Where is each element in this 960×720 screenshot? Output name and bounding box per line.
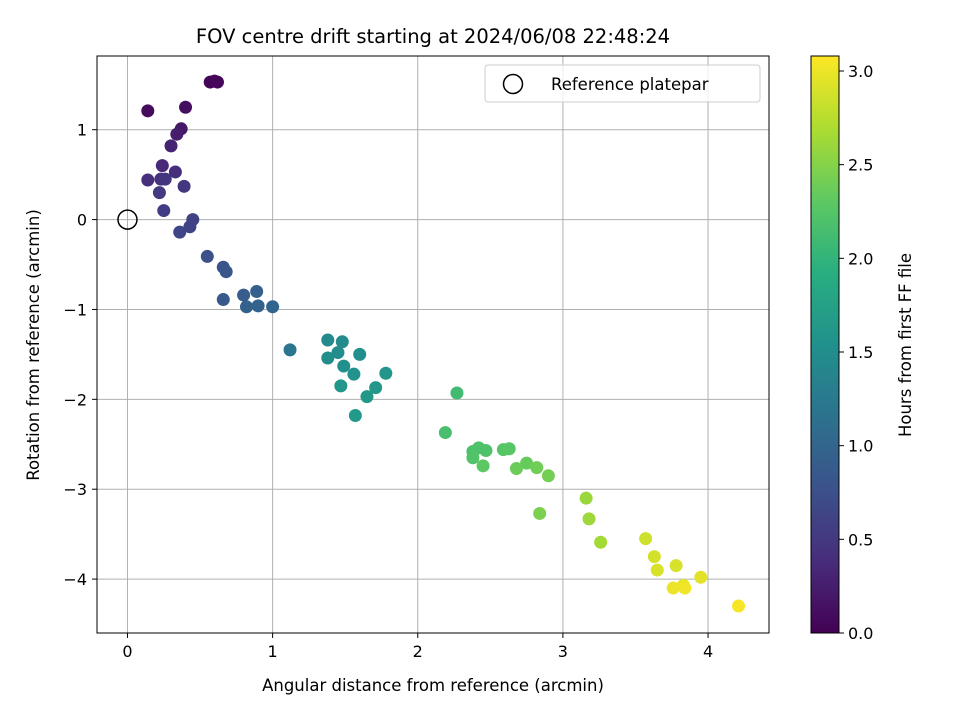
data-point xyxy=(177,179,191,193)
data-point xyxy=(502,442,516,456)
data-point xyxy=(666,581,680,595)
data-point xyxy=(158,172,172,186)
data-point xyxy=(141,104,155,118)
data-point xyxy=(266,300,280,314)
colorbar-ticks: 0.0 0.5 1.0 1.5 2.0 2.5 3.0 xyxy=(839,62,873,643)
data-point xyxy=(520,456,534,470)
data-point xyxy=(530,461,544,475)
data-point xyxy=(476,459,490,473)
plot-area xyxy=(97,56,769,633)
colorbar-frame xyxy=(810,55,840,634)
data-points xyxy=(141,74,746,613)
data-point xyxy=(334,379,348,393)
plot-frame xyxy=(96,55,770,634)
data-point xyxy=(650,563,664,577)
data-point xyxy=(152,186,166,200)
data-point xyxy=(216,293,230,307)
data-point xyxy=(466,451,480,465)
legend-marker-icon xyxy=(502,73,524,95)
data-point xyxy=(179,100,193,114)
data-point xyxy=(669,559,683,573)
x-tick-label: 0 xyxy=(122,642,132,661)
data-point xyxy=(183,220,197,234)
data-point xyxy=(694,570,708,584)
y-tick-label: 0 xyxy=(77,211,87,230)
grid-lines xyxy=(97,56,769,633)
data-point xyxy=(647,550,661,564)
y-tick-label: −1 xyxy=(63,300,87,319)
data-point xyxy=(321,351,335,365)
colorbar-tick-label: 3.0 xyxy=(848,62,873,81)
data-point xyxy=(164,139,178,153)
colorbar-tick-label: 1.5 xyxy=(848,343,873,362)
colorbar-tick-label: 0.5 xyxy=(848,530,873,549)
legend: Reference platepar xyxy=(484,64,761,103)
x-tick-label: 1 xyxy=(268,642,278,661)
y-axis-label: Rotation from reference (arcmin) xyxy=(24,209,43,481)
data-point xyxy=(541,469,555,483)
reference-point-marker xyxy=(117,209,138,230)
data-point xyxy=(168,165,182,179)
data-point xyxy=(438,426,452,440)
x-tick-label: 3 xyxy=(558,642,568,661)
colorbar-tick-label: 1.0 xyxy=(848,437,873,456)
data-point xyxy=(335,335,349,349)
y-tick-label: −4 xyxy=(63,570,87,589)
legend-box xyxy=(484,64,761,103)
colorbar-label: Hours from first FF file xyxy=(896,253,915,437)
data-point xyxy=(141,173,155,187)
data-point xyxy=(594,535,608,549)
data-point xyxy=(155,159,169,173)
data-point xyxy=(353,347,367,361)
data-point xyxy=(732,599,746,613)
x-axis-ticks: 0 1 2 3 4 xyxy=(122,633,713,661)
data-point xyxy=(157,204,171,218)
data-point xyxy=(347,367,361,381)
data-point xyxy=(337,359,351,373)
data-point xyxy=(251,299,265,313)
data-point xyxy=(379,366,393,380)
data-point xyxy=(239,300,253,314)
data-point xyxy=(210,75,224,89)
colorbar: 0.0 0.5 1.0 1.5 2.0 2.5 3.0 Hours from first F… xyxy=(810,55,915,643)
data-point xyxy=(450,386,464,400)
data-point xyxy=(582,512,596,526)
y-tick-label: −2 xyxy=(63,390,87,409)
data-point xyxy=(533,506,547,520)
data-point xyxy=(200,249,214,263)
y-tick-label: 1 xyxy=(77,121,87,140)
legend-entry-reference-platepar: Reference platepar xyxy=(551,75,709,94)
x-tick-label: 4 xyxy=(703,642,713,661)
data-point xyxy=(331,346,345,360)
data-point xyxy=(237,288,251,302)
colorbar-tick-label: 2.0 xyxy=(848,249,873,268)
data-point xyxy=(509,462,523,476)
data-point xyxy=(639,532,653,546)
data-point xyxy=(283,343,297,357)
data-point xyxy=(170,127,184,141)
colorbar-gradient xyxy=(811,56,839,633)
data-point xyxy=(579,491,593,505)
data-point xyxy=(369,381,383,395)
colorbar-tick-label: 0.0 xyxy=(848,624,873,643)
data-point xyxy=(250,284,264,298)
x-axis-label: Angular distance from reference (arcmin) xyxy=(262,676,604,695)
data-point xyxy=(173,225,187,239)
y-axis-ticks: 1 0 −1 −2 −3 −4 xyxy=(63,121,97,589)
y-tick-label: −3 xyxy=(63,480,87,499)
data-point xyxy=(348,409,362,423)
data-point xyxy=(479,444,493,458)
data-point xyxy=(219,265,233,279)
data-point xyxy=(360,390,374,404)
x-tick-label: 2 xyxy=(413,642,423,661)
data-point xyxy=(678,581,692,595)
colorbar-tick-label: 2.5 xyxy=(848,156,873,175)
data-point xyxy=(321,333,335,347)
chart-title: FOV centre drift starting at 2024/06/08 … xyxy=(196,25,670,48)
